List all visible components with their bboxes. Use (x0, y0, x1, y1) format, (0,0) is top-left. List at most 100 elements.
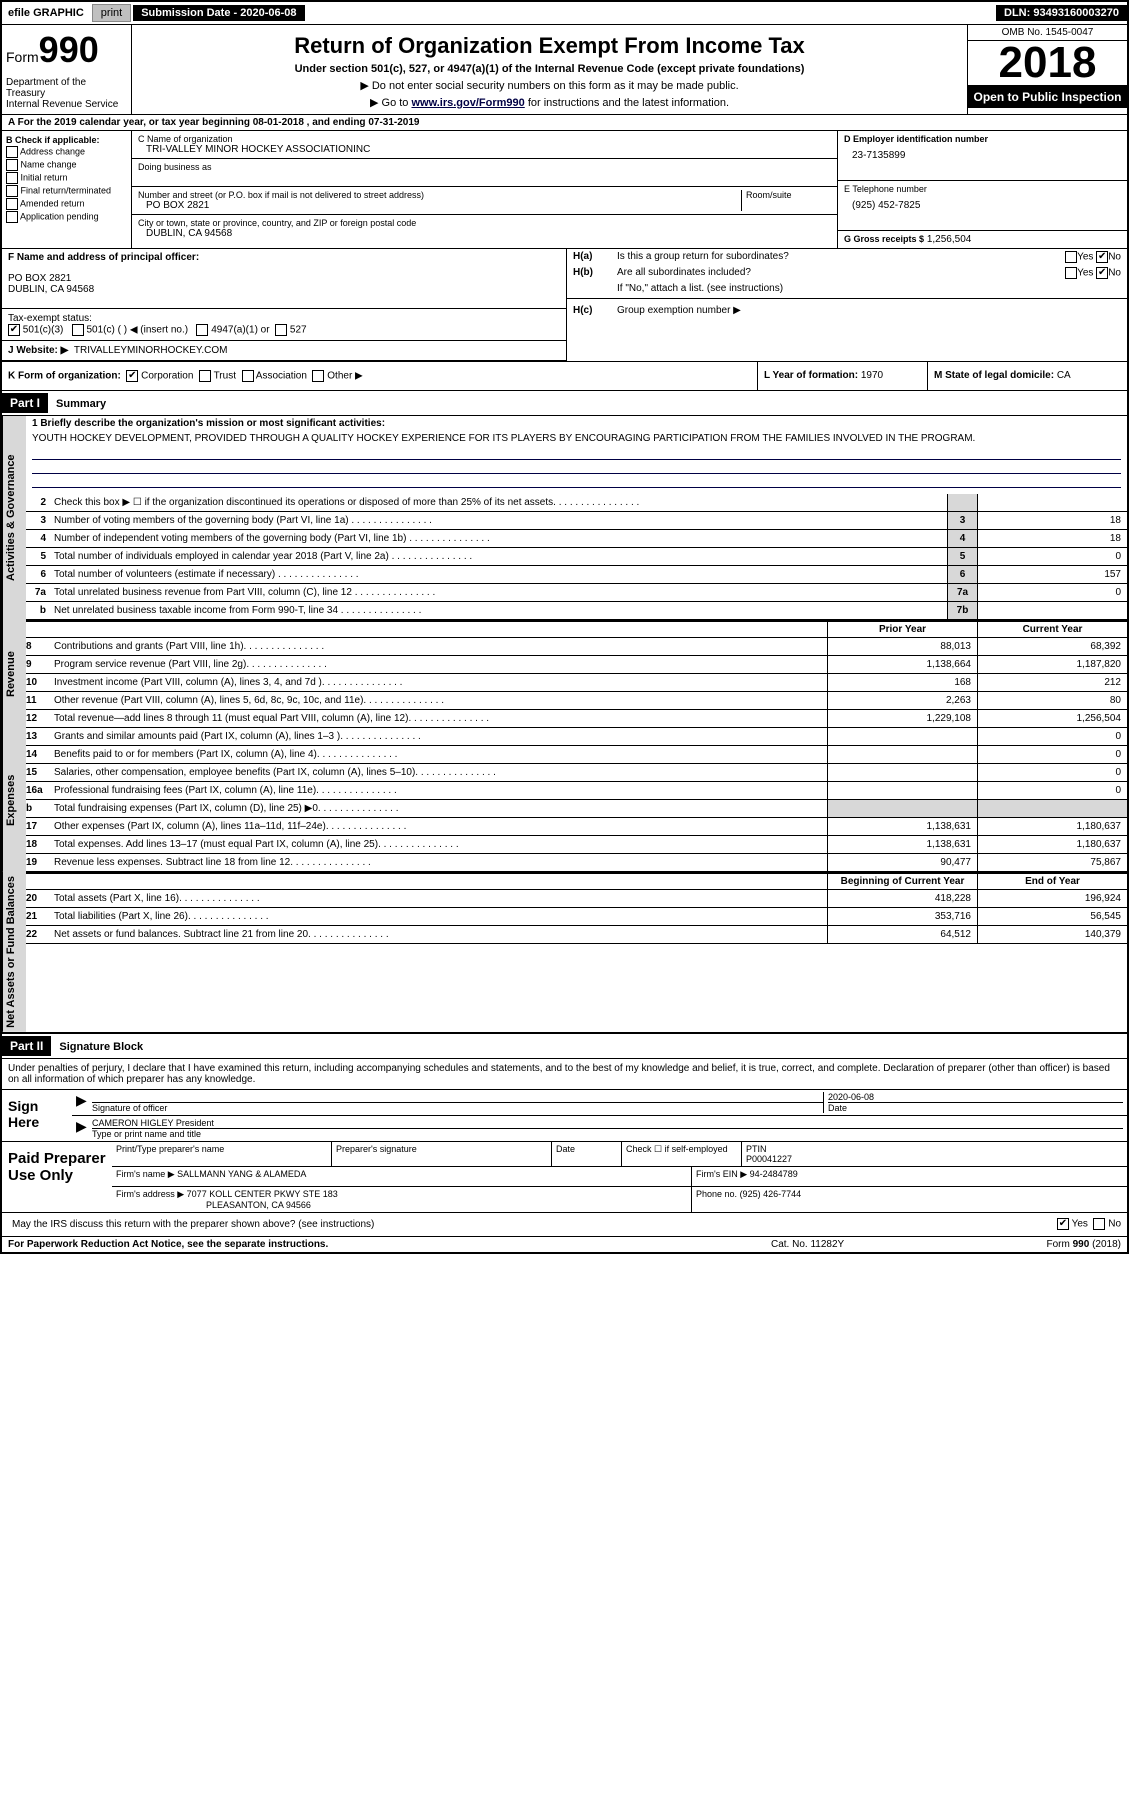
chk-501c[interactable] (72, 324, 84, 336)
city: DUBLIN, CA 94568 (138, 228, 831, 239)
part-i-header: Part ISummary (2, 391, 1127, 416)
footer: For Paperwork Reduction Act Notice, see … (2, 1237, 1127, 1252)
k-other[interactable] (312, 370, 324, 382)
chk-527[interactable] (275, 324, 287, 336)
gov-line: 7aTotal unrelated business revenue from … (26, 584, 1127, 602)
discuss-yes[interactable]: ✔ (1057, 1218, 1069, 1230)
chk-address[interactable] (6, 146, 18, 158)
firm-ein: 94-2484789 (750, 1169, 798, 1179)
side-rev: Revenue (2, 620, 26, 728)
tax-status: Tax-exempt status: ✔ 501(c)(3) 501(c) ( … (2, 309, 566, 341)
ein: 23-7135899 (844, 144, 1121, 161)
gov-line: 6Total number of volunteers (estimate if… (26, 566, 1127, 584)
fin-line: 14Benefits paid to or for members (Part … (26, 746, 1127, 764)
firm-phone: (925) 426-7744 (740, 1189, 802, 1199)
fin-line: 11Other revenue (Part VIII, column (A), … (26, 692, 1127, 710)
form-title: Return of Organization Exempt From Incom… (140, 33, 959, 59)
header-left: Form990 Department of the Treasury Inter… (2, 25, 132, 114)
fin-line: 13Grants and similar amounts paid (Part … (26, 728, 1127, 746)
gov-line: 5Total number of individuals employed in… (26, 548, 1127, 566)
col-b: B Check if applicable: Address change Na… (2, 131, 132, 248)
section-fhij: F Name and address of principal officer:… (2, 249, 1127, 362)
mission-text: YOUTH HOCKEY DEVELOPMENT, PROVIDED THROU… (26, 431, 1127, 446)
row-a: A For the 2019 calendar year, or tax yea… (2, 115, 1127, 131)
sub2b-pre: ▶ Go to (370, 97, 411, 109)
side-ag: Activities & Governance (2, 416, 26, 620)
col-d: D Employer identification number23-71358… (837, 131, 1127, 248)
chk-name[interactable] (6, 159, 18, 171)
fin-line: bTotal fundraising expenses (Part IX, co… (26, 800, 1127, 818)
form-990-page: efile GRAPHIC print Submission Date - 20… (0, 0, 1129, 1254)
ptin: P00041227 (746, 1154, 792, 1164)
revenue-section: Revenue Prior YearCurrent Year 8Contribu… (2, 620, 1127, 728)
fin-line: 9Program service revenue (Part VIII, lin… (26, 656, 1127, 674)
gov-line: 2Check this box ▶ ☐ if the organization … (26, 494, 1127, 512)
sig-declaration: Under penalties of perjury, I declare th… (2, 1059, 1127, 1090)
boy-hdr: Beginning of Current Year (827, 874, 977, 889)
topbar: efile GRAPHIC print Submission Date - 20… (2, 2, 1127, 25)
section-bcd: B Check if applicable: Address change Na… (2, 131, 1127, 249)
addr-lbl: Number and street (or P.O. box if mail i… (138, 190, 741, 200)
print-button[interactable]: print (92, 4, 131, 22)
k-corp[interactable]: ✔ (126, 370, 138, 382)
fin-line: 19Revenue less expenses. Subtract line 1… (26, 854, 1127, 872)
website-row: J Website: ▶ TRIVALLEYMINORHOCKEY.COM (2, 341, 566, 361)
fin-line: 16aProfessional fundraising fees (Part I… (26, 782, 1127, 800)
chk-initial[interactable] (6, 172, 18, 184)
gov-line: 3Number of voting members of the governi… (26, 512, 1127, 530)
paid-preparer: Paid Preparer Use Only Print/Type prepar… (2, 1142, 1127, 1213)
officer-name: CAMERON HIGLEY President (92, 1118, 1123, 1128)
k-trust[interactable] (199, 370, 211, 382)
col-b-label: B Check if applicable: (6, 135, 127, 145)
ha-no[interactable]: ✔ (1096, 251, 1108, 263)
chk-amended[interactable] (6, 198, 18, 210)
eoy-hdr: End of Year (977, 874, 1127, 889)
header-right: OMB No. 1545-0047 2018 Open to Public In… (967, 25, 1127, 114)
firm-addr2: PLEASANTON, CA 94566 (116, 1200, 311, 1210)
fin-line: 18Total expenses. Add lines 13–17 (must … (26, 836, 1127, 854)
org-name-lbl: C Name of organization (138, 134, 831, 144)
dept: Department of the Treasury Internal Reve… (6, 77, 127, 110)
chk-4947[interactable] (196, 324, 208, 336)
state-domicile: CA (1057, 370, 1071, 381)
col-c: C Name of organizationTRI-VALLEY MINOR H… (132, 131, 837, 248)
k-assoc[interactable] (242, 370, 254, 382)
mission-label: 1 Briefly describe the organization's mi… (26, 416, 1127, 431)
header-mid: Return of Organization Exempt From Incom… (132, 25, 967, 114)
f-block: F Name and address of principal officer:… (2, 249, 566, 309)
fin-line: 21Total liabilities (Part X, line 26)353… (26, 908, 1127, 926)
discuss-no[interactable] (1093, 1218, 1105, 1230)
org-name: TRI-VALLEY MINOR HOCKEY ASSOCIATIONINC (138, 144, 831, 155)
dln: DLN: 93493160003270 (996, 5, 1127, 21)
k-row: K Form of organization: ✔ Corporation Tr… (2, 362, 1127, 391)
ha-yes[interactable] (1065, 251, 1077, 263)
hb-no[interactable]: ✔ (1096, 267, 1108, 279)
firm-addr1: 7077 KOLL CENTER PKWY STE 183 (187, 1189, 338, 1199)
chk-pending[interactable] (6, 211, 18, 223)
header: Form990 Department of the Treasury Inter… (2, 25, 1127, 115)
chk-501c3[interactable]: ✔ (8, 324, 20, 336)
expenses-section: Expenses 13Grants and similar amounts pa… (2, 728, 1127, 872)
ein-lbl: D Employer identification number (844, 134, 1121, 144)
fin-line: 17Other expenses (Part IX, column (A), l… (26, 818, 1127, 836)
tax-year: 2018 (968, 41, 1127, 86)
hb-yes[interactable] (1065, 267, 1077, 279)
current-year-hdr: Current Year (977, 622, 1127, 637)
prior-year-hdr: Prior Year (827, 622, 977, 637)
chk-final[interactable] (6, 185, 18, 197)
gross-lbl: G Gross receipts $ (844, 234, 924, 244)
sub2b-post: for instructions and the latest informat… (525, 97, 729, 109)
fin-line: 20Total assets (Part X, line 16)418,2281… (26, 890, 1127, 908)
phone-lbl: E Telephone number (844, 184, 1121, 194)
gross: 1,256,504 (927, 234, 972, 245)
dba-lbl: Doing business as (138, 162, 831, 172)
city-lbl: City or town, state or province, country… (138, 218, 831, 228)
sign-here: Sign Here ▶ Signature of officer2020-06-… (2, 1090, 1127, 1142)
room-lbl: Room/suite (746, 190, 831, 200)
fin-line: 10Investment income (Part VIII, column (… (26, 674, 1127, 692)
irs-link[interactable]: www.irs.gov/Form990 (411, 97, 524, 109)
submission-date: Submission Date - 2020-06-08 (133, 5, 304, 21)
gov-line: 4Number of independent voting members of… (26, 530, 1127, 548)
discuss-row: May the IRS discuss this return with the… (2, 1213, 1127, 1237)
phone: (925) 452-7825 (844, 194, 1121, 211)
